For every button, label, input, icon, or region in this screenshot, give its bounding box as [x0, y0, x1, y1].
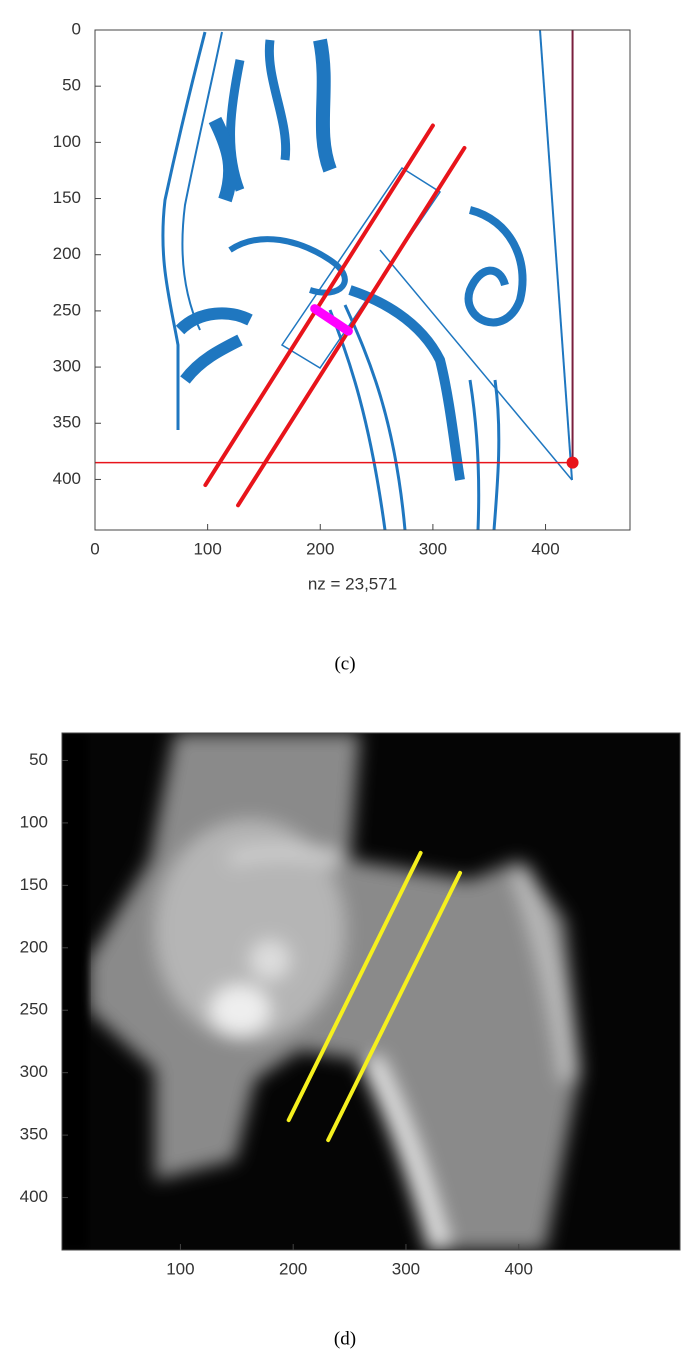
spy-background	[161, 30, 573, 530]
axes-box	[61, 732, 681, 1251]
x-tick-label: 300	[419, 539, 447, 558]
x-tick-label: 100	[166, 1259, 194, 1278]
axes-box	[94, 29, 631, 531]
panel-caption: (c)	[334, 653, 355, 674]
y-tick-label: 50	[29, 750, 48, 769]
x-tick-label: 200	[306, 539, 334, 558]
y-tick-label: 300	[20, 1062, 48, 1081]
y-tick-label: 150	[20, 875, 48, 894]
image-background	[62, 733, 680, 1250]
point-mark	[566, 456, 579, 469]
y-tick-label: 350	[53, 413, 81, 432]
x-tick-label: 400	[531, 539, 559, 558]
y-tick-label: 400	[53, 469, 81, 488]
y-tick-label: 250	[20, 1000, 48, 1019]
x-tick-label: 400	[505, 1259, 533, 1278]
y-tick-label: 100	[53, 132, 81, 151]
y-tick-label: 50	[62, 76, 81, 95]
x-tick-label: 0	[90, 539, 99, 558]
y-tick-label: 250	[53, 300, 81, 319]
y-tick-label: 100	[20, 812, 48, 831]
y-tick-label: 200	[20, 937, 48, 956]
line-mark	[310, 304, 353, 336]
y-tick-label: 0	[72, 19, 81, 38]
x-tick-label: 300	[392, 1259, 420, 1278]
y-tick-label: 400	[20, 1187, 48, 1206]
y-tick-label: 200	[53, 244, 81, 263]
y-tick-label: 350	[20, 1125, 48, 1144]
y-tick-label: 150	[53, 188, 81, 207]
panel-caption: (d)	[334, 1328, 356, 1349]
x-axis-label: nz = 23,571	[308, 574, 397, 593]
line-mark	[236, 145, 467, 508]
y-tick-label: 300	[53, 357, 81, 376]
line-mark	[326, 870, 463, 1143]
x-tick-label: 200	[279, 1259, 307, 1278]
line-mark	[286, 850, 423, 1123]
x-tick-label: 100	[193, 539, 221, 558]
line-mark	[203, 123, 435, 488]
